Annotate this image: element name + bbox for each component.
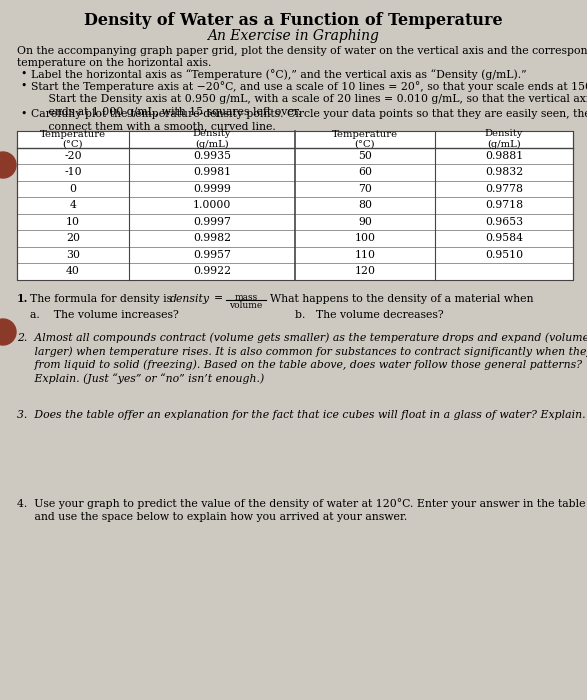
Circle shape (0, 152, 16, 178)
Text: •: • (20, 109, 26, 119)
Text: 0.9510: 0.9510 (485, 250, 523, 260)
Text: 0.9982: 0.9982 (193, 233, 231, 244)
Text: -20: -20 (64, 150, 82, 161)
Text: 80: 80 (358, 200, 372, 210)
Text: 1.: 1. (17, 293, 28, 304)
Text: Start the Temperature axis at −20°C, and use a scale of 10 lines = 20°, so that : Start the Temperature axis at −20°C, and… (31, 81, 587, 117)
Text: What happens to the density of a material when: What happens to the density of a materia… (270, 293, 534, 304)
Text: 0.9957: 0.9957 (193, 250, 231, 260)
Text: 0.9981: 0.9981 (193, 167, 231, 177)
Text: 120: 120 (355, 266, 376, 276)
Text: density: density (170, 293, 210, 304)
Text: 3.  Does the table offer an explanation for the fact that ice cubes will float i: 3. Does the table offer an explanation f… (17, 410, 586, 421)
Text: =: = (214, 293, 223, 304)
Text: Label the horizontal axis as “Temperature (°C),” and the vertical axis as “Densi: Label the horizontal axis as “Temperatur… (31, 69, 527, 80)
Text: 2.  Almost all compounds contract (volume gets smaller) as the temperature drops: 2. Almost all compounds contract (volume… (17, 332, 587, 384)
Text: 4.  Use your graph to predict the value of the density of water at 120°C. Enter : 4. Use your graph to predict the value o… (17, 498, 587, 522)
Text: 0.9584: 0.9584 (485, 233, 523, 244)
Text: An Exercise in Graphing: An Exercise in Graphing (207, 29, 379, 43)
Text: 100: 100 (355, 233, 376, 244)
Text: 0.9653: 0.9653 (485, 217, 523, 227)
Text: a.    The volume increases?: a. The volume increases? (30, 311, 179, 321)
Circle shape (0, 319, 16, 345)
Bar (17, 131, 573, 279)
Text: 0: 0 (69, 183, 76, 194)
Text: -10: -10 (64, 167, 82, 177)
Text: Temperature
(°C): Temperature (°C) (40, 130, 106, 149)
Text: 40: 40 (66, 266, 80, 276)
Text: 0.9718: 0.9718 (485, 200, 523, 210)
Text: 110: 110 (355, 250, 376, 260)
Text: •: • (20, 81, 26, 91)
Text: 90: 90 (358, 217, 372, 227)
Text: Temperature
(°C): Temperature (°C) (332, 130, 398, 149)
Text: Density of Water as a Function of Temperature: Density of Water as a Function of Temper… (84, 12, 502, 29)
Text: 0.9778: 0.9778 (485, 183, 523, 194)
Text: 0.9935: 0.9935 (193, 150, 231, 161)
Text: 0.9999: 0.9999 (193, 183, 231, 194)
Text: Density
(g/mL): Density (g/mL) (193, 130, 231, 149)
Text: mass: mass (234, 293, 258, 302)
Text: On the accompanying graph paper grid, plot the density of water on the vertical : On the accompanying graph paper grid, pl… (17, 46, 587, 69)
Text: b.   The volume decreases?: b. The volume decreases? (295, 311, 444, 321)
Text: 0.9922: 0.9922 (193, 266, 231, 276)
Text: 60: 60 (358, 167, 372, 177)
Text: 1.0000: 1.0000 (193, 200, 231, 210)
Text: 10: 10 (66, 217, 80, 227)
Text: 20: 20 (66, 233, 80, 244)
Text: 0.9832: 0.9832 (485, 167, 523, 177)
Text: 70: 70 (358, 183, 372, 194)
Text: 0.9997: 0.9997 (193, 217, 231, 227)
Text: 50: 50 (358, 150, 372, 161)
Text: 30: 30 (66, 250, 80, 260)
Text: 0.9881: 0.9881 (485, 150, 523, 161)
Text: Carefully plot the temperature-density points. Circle your data points so that t: Carefully plot the temperature-density p… (31, 109, 587, 132)
Text: The formula for density is: The formula for density is (30, 293, 176, 304)
Text: Density
(g/mL): Density (g/mL) (485, 130, 523, 149)
Text: 4: 4 (70, 200, 76, 210)
Text: •: • (20, 69, 26, 79)
Text: volume: volume (230, 300, 262, 309)
